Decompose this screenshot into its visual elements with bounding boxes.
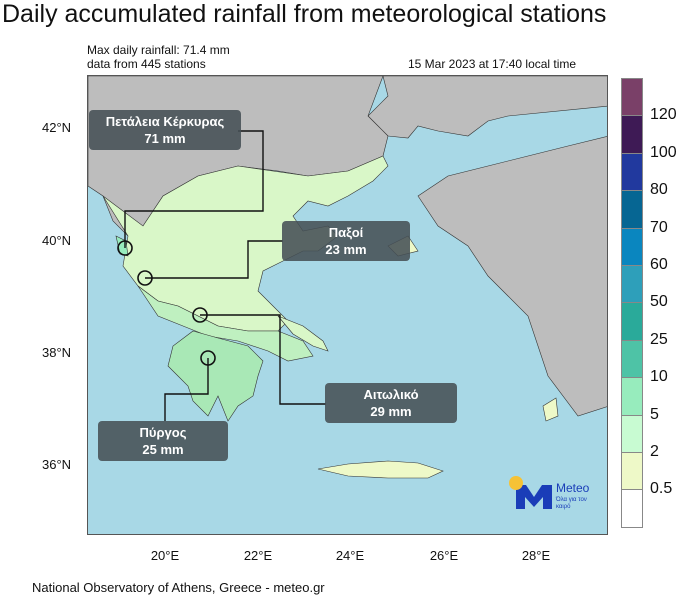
colorbar-segment [621,489,643,528]
colorbar-label: 70 [650,218,668,236]
lat-label: 40°N [42,233,72,248]
colorbar-label: 60 [650,256,668,273]
connector-line [145,240,283,279]
colorbar-segment [621,115,643,154]
colorbar-segment [621,339,643,379]
colorbar-label: 5 [650,405,659,423]
logo-brand: Meteo [556,481,590,495]
lon-label: 28°E [521,548,551,563]
colorbar-label: 0.5 [650,480,673,498]
colorbar-segment [621,78,643,117]
land-crete [317,460,444,479]
callout-paxoi: Παξοί 23 mm [282,221,410,261]
colorbar-segment [621,452,643,491]
meteo-logo-mark [509,476,552,509]
lat-label: 38°N [42,345,72,360]
lat-label: 36°N [42,457,72,472]
lon-label: 24°E [335,548,365,563]
callout-petaleia-kerkyras: Πετάλεια Κέρκυρας 71 mm [89,110,241,150]
colorbar-label: 80 [650,181,668,199]
callout-aitoliko: Αιτωλικό 29 mm [325,383,457,423]
timestamp-text: 15 Mar 2023 at 17:40 local time [408,57,577,71]
callout-station-name: Αιτωλικό [363,387,419,402]
lon-label: 22°E [243,548,273,563]
callout-station-name: Πετάλεια Κέρκυρας [105,114,225,129]
callout-pyrgos: Πύργος 25 mm [98,421,228,461]
land-balkans [88,76,607,139]
land-euboea [277,315,329,352]
colorbar-segment [621,265,643,304]
colorbar-segment [621,414,643,453]
map-title: Daily accumulated rainfall from meteorol… [2,0,607,28]
callout-value: 71 mm [144,131,186,146]
land-greece-central [137,285,314,362]
callout-value: 23 mm [325,242,367,257]
logo-tagline: Όλα για τον καιρό [556,497,587,510]
lon-label: 26°E [429,548,459,563]
meteo-logo: Meteo Όλα για τον καιρό [508,473,603,515]
land-rhodes [542,397,559,422]
connector-line [200,314,326,405]
colorbar-segment [621,302,643,341]
footer-credit: National Observatory of Athens, Greece -… [32,580,325,595]
colorbar-segment [621,152,643,192]
connector-line [124,130,264,248]
callout-value: 29 mm [370,404,412,419]
land-turkey [417,136,607,417]
colorbar-label: 25 [650,330,668,348]
max-rainfall-text: Max daily rainfall: 71.4 mm [87,43,230,57]
land-peloponnese [167,330,264,422]
stations-text: data from 445 stations [87,57,206,71]
rainfall-map: Πετάλεια Κέρκυρας 71 mm Παξοί 23 mm Αιτω… [87,75,608,535]
lat-label: 42°N [42,120,72,135]
colorbar-segment [621,190,643,229]
colorbar-label: 50 [650,293,668,311]
colorbar-label: 120 [650,106,677,124]
callout-station-name: Πύργος [139,425,187,440]
colorbar-label: 2 [650,443,659,460]
colorbar-label: 10 [650,368,668,386]
callout-station-name: Παξοί [328,225,364,240]
colorbar-segment [621,377,643,416]
colorbar-label: 100 [650,143,677,161]
connector-line [164,358,209,421]
colorbar-segment [621,227,643,266]
lon-label: 20°E [150,548,180,563]
callout-value: 25 mm [142,442,184,457]
